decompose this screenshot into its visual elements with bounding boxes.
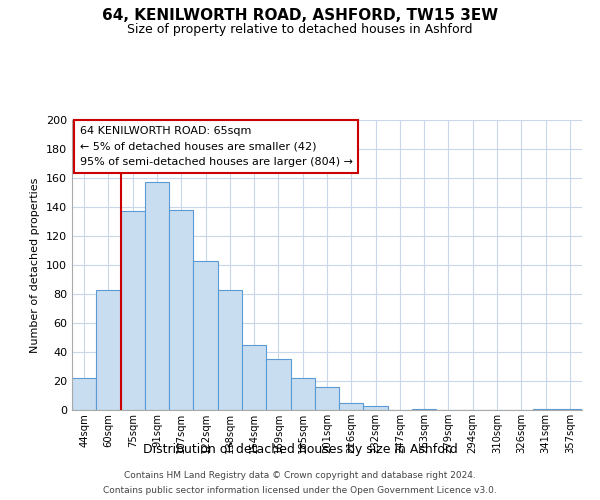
Bar — [72, 378, 96, 410]
Bar — [412, 408, 436, 410]
Bar — [193, 260, 218, 410]
Bar — [96, 290, 121, 410]
Bar — [558, 408, 582, 410]
Bar — [364, 406, 388, 410]
Text: Distribution of detached houses by size in Ashford: Distribution of detached houses by size … — [143, 442, 457, 456]
Bar — [533, 408, 558, 410]
Text: Contains public sector information licensed under the Open Government Licence v3: Contains public sector information licen… — [103, 486, 497, 495]
Bar — [121, 212, 145, 410]
Bar — [290, 378, 315, 410]
Bar — [266, 359, 290, 410]
Bar — [242, 345, 266, 410]
Y-axis label: Number of detached properties: Number of detached properties — [31, 178, 40, 352]
Bar — [315, 387, 339, 410]
Bar — [145, 182, 169, 410]
Text: 64 KENILWORTH ROAD: 65sqm
← 5% of detached houses are smaller (42)
95% of semi-d: 64 KENILWORTH ROAD: 65sqm ← 5% of detach… — [80, 126, 353, 167]
Text: Size of property relative to detached houses in Ashford: Size of property relative to detached ho… — [127, 22, 473, 36]
Bar — [169, 210, 193, 410]
Text: Contains HM Land Registry data © Crown copyright and database right 2024.: Contains HM Land Registry data © Crown c… — [124, 471, 476, 480]
Bar — [339, 403, 364, 410]
Text: 64, KENILWORTH ROAD, ASHFORD, TW15 3EW: 64, KENILWORTH ROAD, ASHFORD, TW15 3EW — [102, 8, 498, 22]
Bar — [218, 290, 242, 410]
